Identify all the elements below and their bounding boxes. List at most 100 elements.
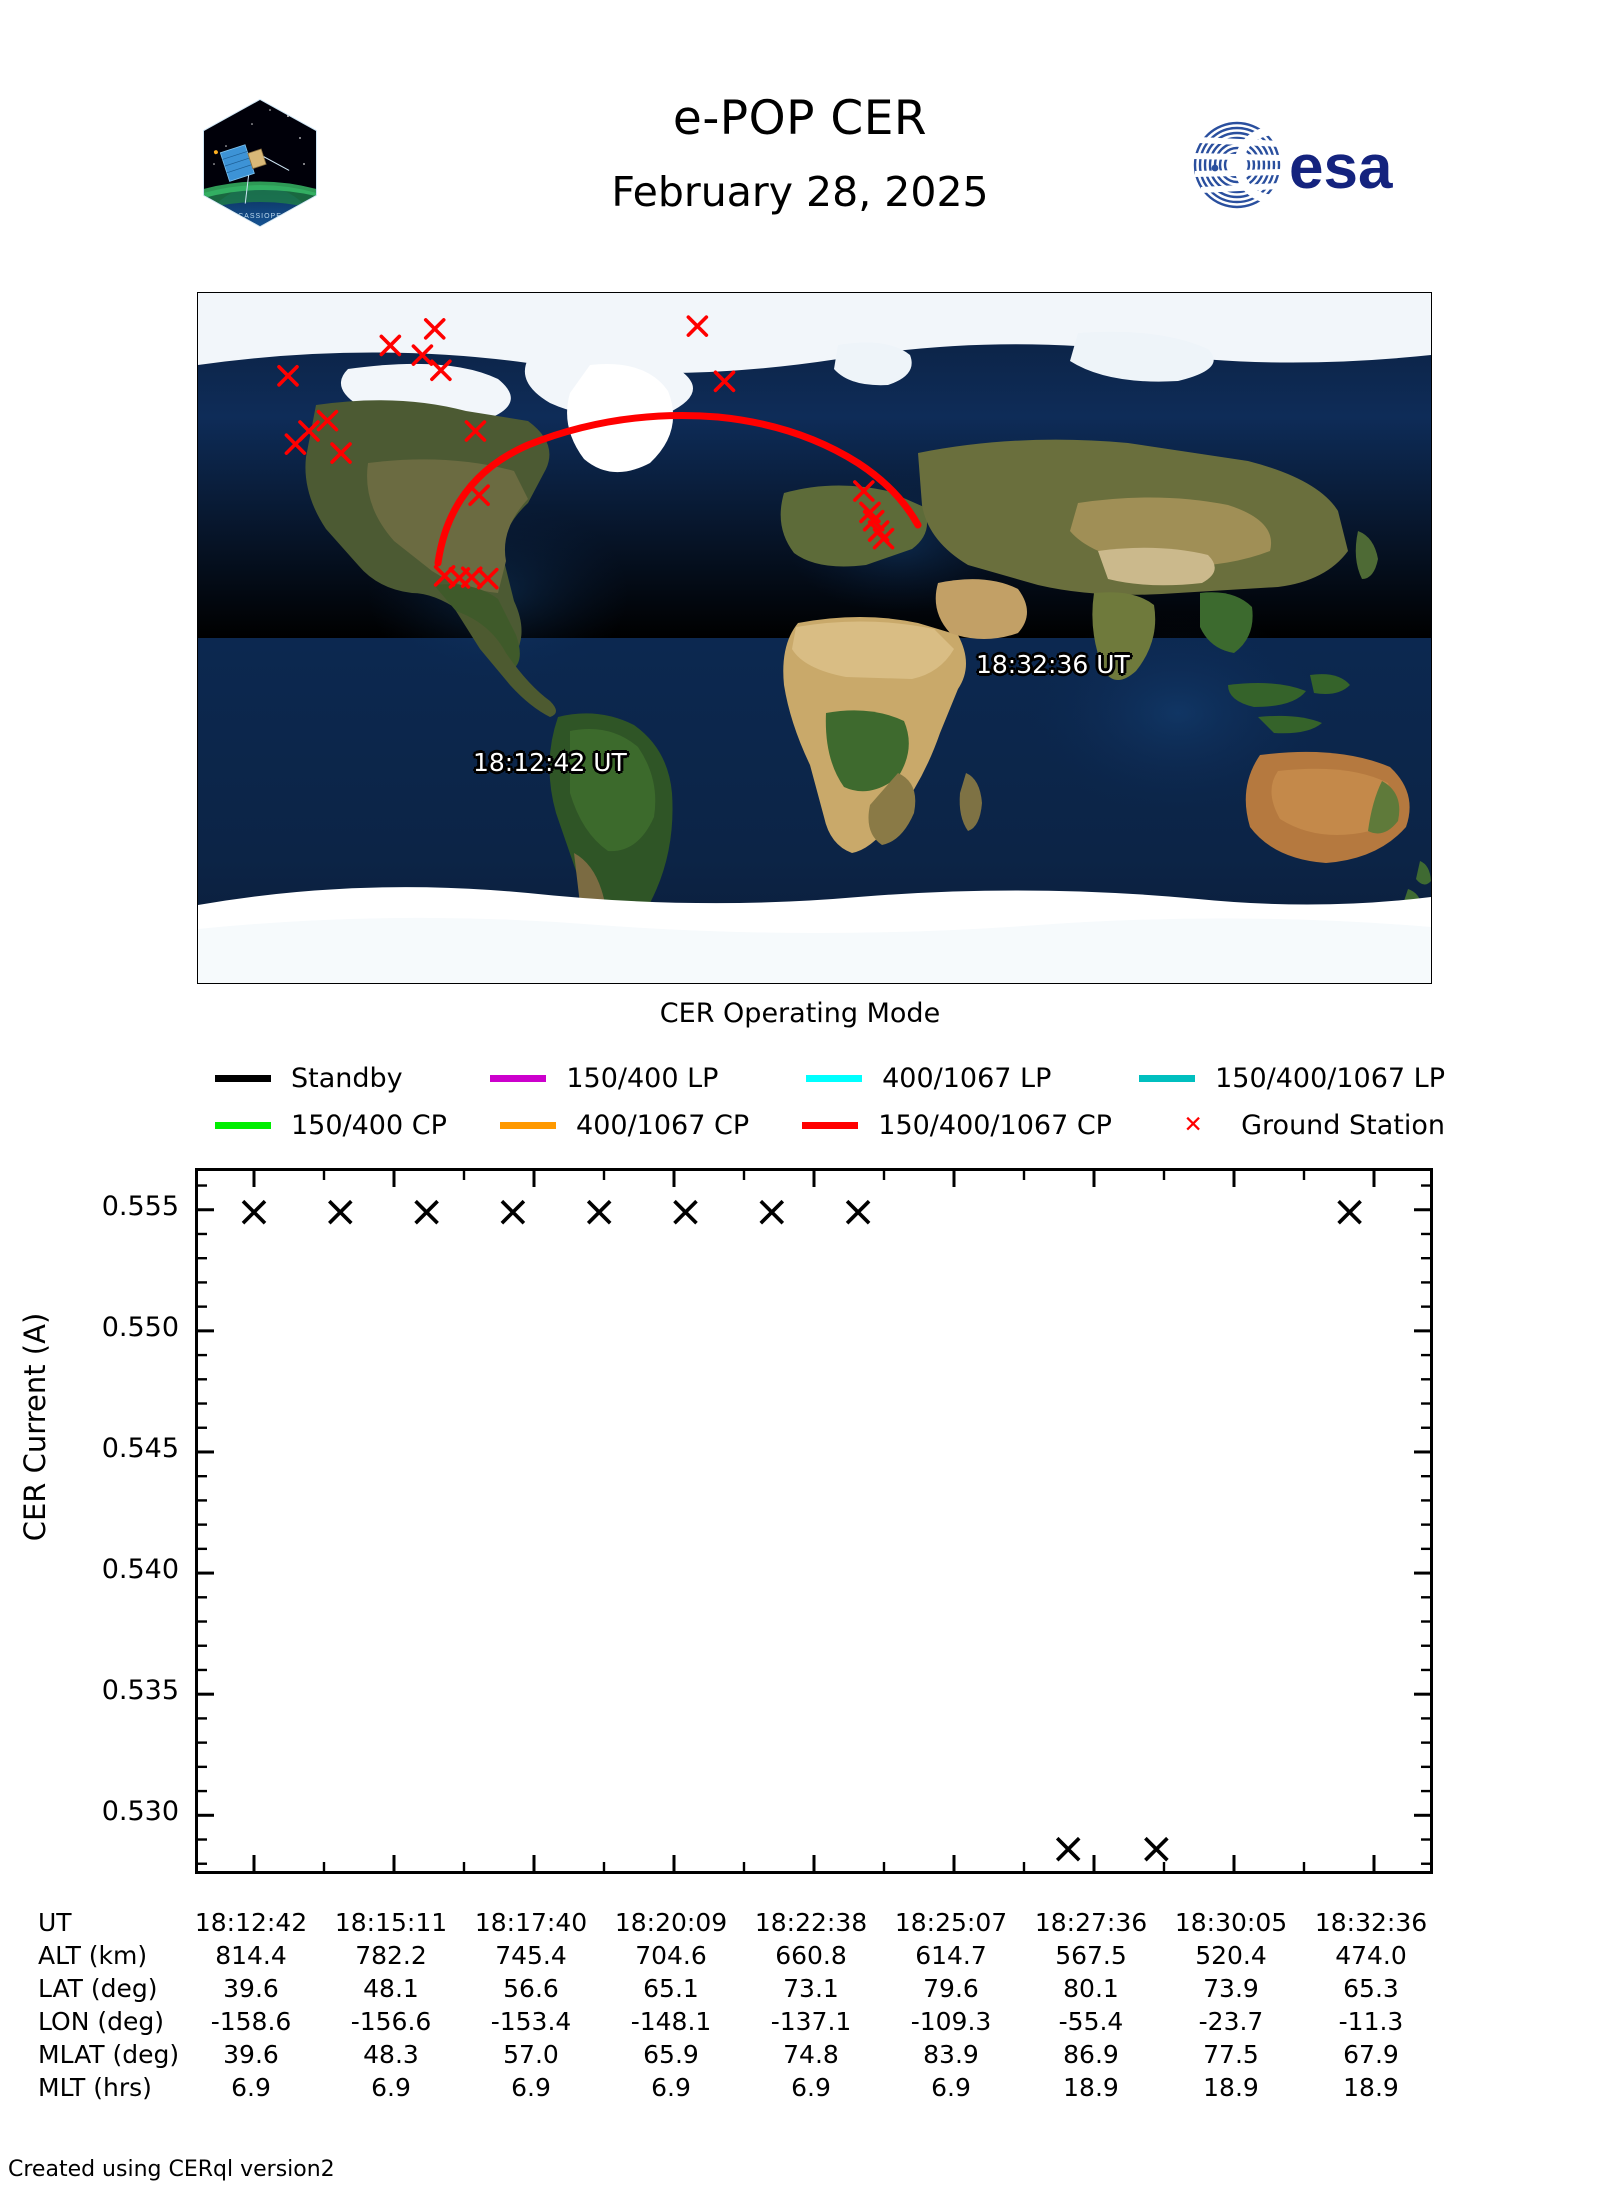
page-header: CASSIOPE e-POP CER February 28, 2025 esa [0,0,1600,275]
ground-track-line [434,412,922,567]
data-point-marker [414,1199,439,1225]
legend-item-150-400-lp[interactable]: 150/400 LP [490,1065,718,1092]
legend-item-150-400-1067-lp[interactable]: 150/400/1067 LP [1139,1065,1445,1092]
table-row: UT 18:12:42 18:15:11 18:17:40 18:20:09 18:22:… [38,1908,1568,1941]
legend-item-standby[interactable]: Standby [215,1065,403,1092]
table-cell: 814.4 [215,1941,287,1970]
data-point-marker [500,1199,526,1225]
y-minor-ticks [198,1184,1430,1865]
ground-station-marker [460,566,483,589]
table-cell: 18:15:11 [334,1908,448,1937]
legend-swatch-400-1067-cp [500,1122,557,1129]
y-tick-label: 0.530 [101,1796,179,1828]
table-cell: 6.9 [931,2073,971,2102]
data-point-marker [1337,1199,1362,1225]
ground-station-marker [476,567,499,590]
data-point-markers [241,1199,1362,1862]
table-row-header: LAT (deg) [38,1974,158,2003]
table-cell: 65.3 [1343,1974,1399,2003]
map-end-time-label: 18:32:36 UT [974,648,1132,681]
table-row-header: ALT (km) [38,1941,148,1970]
legend-swatch-150-400-cp [215,1122,271,1129]
ground-station-marker [853,480,875,502]
table-cell: -11.3 [1338,2007,1404,2036]
table-cell: 18:22:38 [754,1908,868,1937]
table-cell: 474.0 [1335,1941,1407,1970]
data-point-marker [1055,1836,1081,1862]
table-cell: 18.9 [1063,2073,1119,2102]
table-cell: 39.6 [223,1974,279,2003]
ground-station-marker [468,484,490,506]
table-cell: 86.9 [1063,2040,1119,2069]
table-cell: 79.6 [923,1974,979,2003]
table-cell: 6.9 [791,2073,831,2102]
table-cell: 6.9 [511,2073,551,2102]
table-cell: 614.7 [915,1941,987,1970]
legend-label-standby: Standby [291,1063,403,1094]
table-cell: 65.9 [643,2040,699,2069]
table-cell: 65.1 [643,1974,699,2003]
ground-station-marker [872,527,895,550]
y-tick-label: 0.545 [101,1432,179,1464]
table-cell: 660.8 [775,1941,847,1970]
table-cell: 18:32:36 [1314,1908,1428,1937]
ground-station-marker [464,420,487,442]
table-cell: 18:25:07 [894,1908,1008,1937]
world-map-panel[interactable]: 18:12:42 UT 18:32:36 UT [197,292,1432,984]
table-cell: 39.6 [223,2040,279,2069]
page-title: e-POP CER [672,91,928,146]
esa-logo-icon: esa [1185,120,1475,210]
table-cell: 745.4 [495,1941,567,1970]
x-major-ticks [252,1171,1376,1871]
legend-swatch-150-400-1067-cp [802,1122,859,1129]
y-tick-label: 0.535 [101,1675,179,1707]
y-tick-label: 0.540 [101,1554,179,1586]
cer-current-plot-graphic [198,1171,1430,1871]
table-cell: 67.9 [1343,2040,1399,2069]
table-cell: 48.3 [363,2040,419,2069]
table-cell: -158.6 [210,2007,292,2036]
x-minor-ticks [322,1171,1306,1871]
table-cell: -153.4 [490,2007,572,2036]
legend-label-150-400-1067-cp: 150/400/1067 CP [878,1110,1112,1141]
cer-current-plot[interactable] [195,1168,1433,1874]
ground-station-marker [411,344,434,366]
title-block: e-POP CER February 28, 2025 [400,95,1200,213]
table-cell: 83.9 [923,2040,979,2069]
table-row: LAT (deg) 39.6 48.1 56.6 65.1 73.1 79.6 80.1 73.… [38,1974,1568,2007]
table-row-header: UT [38,1908,72,1937]
legend-item-400-1067-lp[interactable]: 400/1067 LP [806,1065,1051,1092]
y-major-ticks [198,1208,1430,1817]
ground-station-marker [686,315,709,337]
table-row: MLAT (deg) 39.6 48.3 57.0 65.9 74.8 83.9 86.9 77… [38,2040,1568,2073]
table-cell: 73.9 [1203,1974,1259,2003]
legend-label-ground-station: Ground Station [1241,1110,1446,1141]
table-cell: 73.1 [783,1974,839,2003]
table-cell: -148.1 [630,2007,712,2036]
legend-item-150-400-1067-cp[interactable]: 150/400/1067 CP [802,1112,1112,1139]
table-cell: -156.6 [350,2007,432,2036]
legend-item-ground-station[interactable]: ✕ Ground Station [1165,1112,1445,1139]
ground-station-marker [430,359,452,382]
ground-station-marker [423,318,446,340]
table-cell: 567.5 [1055,1941,1127,1970]
data-point-marker [759,1199,785,1225]
y-tick-label: 0.550 [101,1311,179,1343]
table-cell: 18:12:42 [194,1908,308,1937]
svg-text:CASSIOPE: CASSIOPE [238,213,282,220]
table-row: ALT (km) 814.4 782.2 745.4 704.6 660.8 614.7 56… [38,1941,1568,1974]
data-point-marker [1144,1836,1169,1862]
ground-station-marker [713,370,736,393]
legend-label-150-400-cp: 150/400 CP [291,1110,447,1141]
legend-row-2: 150/400 CP 400/1067 CP 150/400/1067 CP ✕… [215,1102,1445,1149]
table-cell: 6.9 [371,2073,411,2102]
table-row-header: MLT (hrs) [38,2073,152,2102]
cassiope-logo-icon: CASSIOPE [200,98,320,228]
table-cell: 74.8 [783,2040,839,2069]
legend-item-150-400-cp[interactable]: 150/400 CP [215,1112,447,1139]
table-cell: 18.9 [1343,2073,1399,2102]
legend-item-400-1067-cp[interactable]: 400/1067 CP [500,1112,749,1139]
table-cell: 18.9 [1203,2073,1259,2102]
legend-row-1: Standby 150/400 LP 400/1067 LP 150/400/1… [215,1055,1445,1102]
ground-station-x-icon: ✕ [1183,1112,1203,1138]
